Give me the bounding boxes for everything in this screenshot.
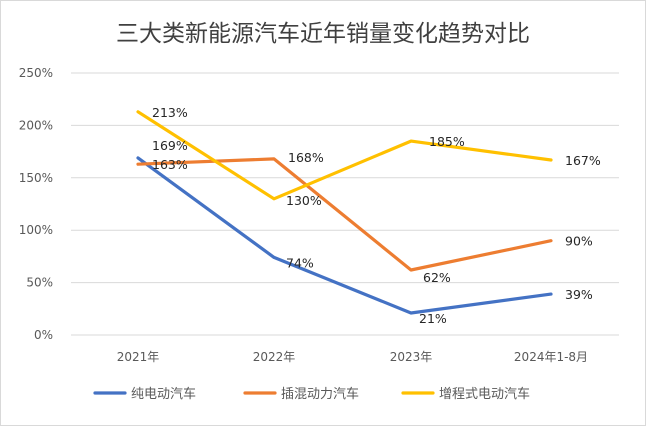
x-axis-ticks: 2021年 2022年 2023年 2024年1-8月	[117, 350, 588, 364]
data-label: 74%	[286, 255, 314, 270]
x-tick-label: 2021年	[117, 350, 160, 364]
series-line-1	[136, 156, 553, 315]
data-label: 62%	[423, 270, 451, 285]
data-label: 90%	[565, 234, 593, 249]
data-label: 39%	[565, 287, 593, 302]
x-tick-label: 2022年	[253, 350, 296, 364]
y-tick-label: 250%	[19, 66, 53, 80]
data-label: 168%	[288, 150, 324, 165]
x-tick-label: 2024年1-8月	[514, 350, 588, 364]
legend-label-2: 插混动力汽车	[281, 386, 359, 402]
chart-title: 三大类新能源汽车近年销量变化趋势对比	[116, 21, 530, 47]
data-label: 167%	[565, 153, 601, 168]
data-label: 21%	[419, 311, 447, 326]
legend: 纯电动汽车 插混动力汽车 增程式电动汽车	[93, 386, 530, 402]
data-label: 213%	[152, 105, 188, 120]
data-label: 185%	[429, 134, 465, 149]
data-labels: 169% 74% 21% 39% 163% 168% 62% 90% 213% 130% 185% 1…	[152, 105, 601, 326]
data-label: 169%	[152, 138, 188, 153]
series-line-3	[136, 110, 553, 201]
y-axis-ticks: 0% 50% 100% 150% 200% 250%	[19, 66, 53, 342]
x-tick-label: 2023年	[390, 350, 433, 364]
series-line-2	[136, 157, 553, 272]
y-tick-label: 50%	[26, 276, 53, 290]
y-tick-label: 0%	[34, 328, 53, 342]
data-label: 163%	[152, 157, 188, 172]
series-lines	[136, 110, 553, 315]
y-tick-label: 150%	[19, 171, 53, 185]
y-tick-label: 200%	[19, 118, 53, 132]
data-label: 130%	[286, 193, 322, 208]
legend-label-3: 增程式电动汽车	[439, 386, 530, 402]
grid-lines	[71, 72, 619, 336]
legend-label-1: 纯电动汽车	[131, 386, 196, 402]
y-tick-label: 100%	[19, 223, 53, 237]
